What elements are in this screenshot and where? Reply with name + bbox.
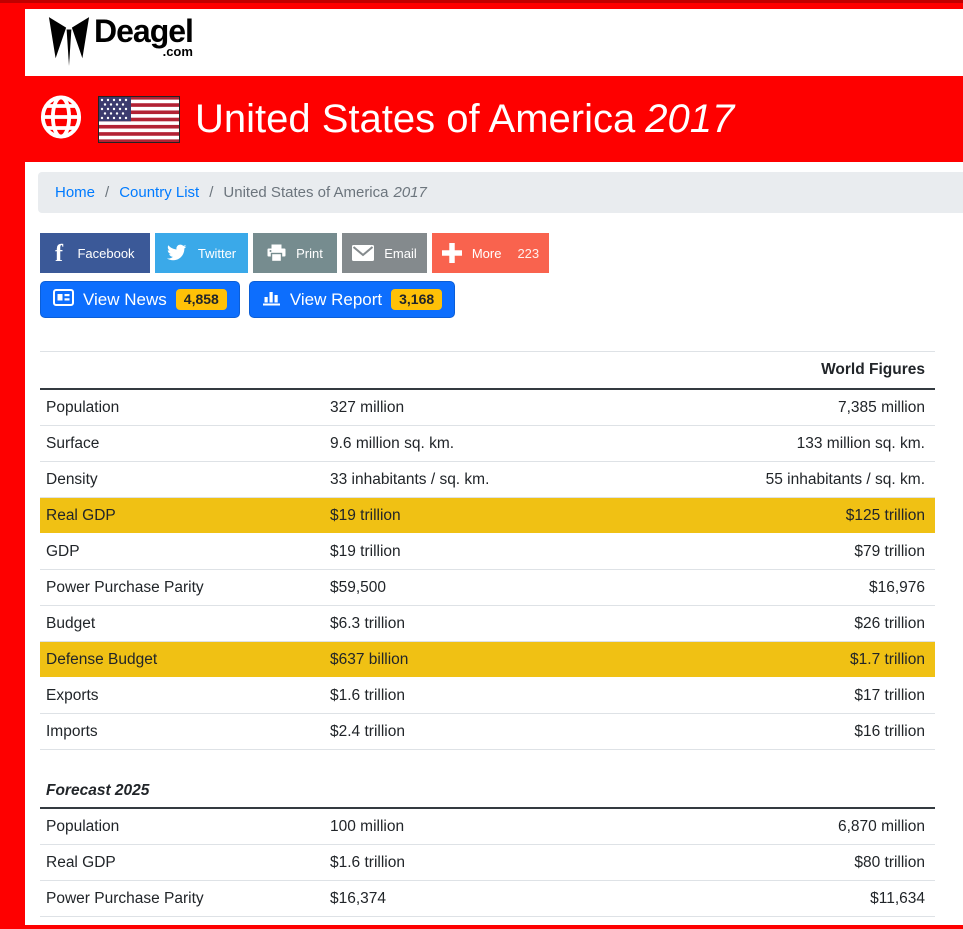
bottom-red-strip: [0, 925, 963, 929]
table-row: GDP $19 trillion $79 trillion: [40, 534, 935, 570]
deagel-trident-icon: [47, 16, 91, 71]
view-report-button[interactable]: View Report 3,168: [248, 281, 456, 318]
print-share-button[interactable]: Print: [253, 233, 337, 273]
forecast-table: Population 100 million 6,870 million Real …: [40, 809, 935, 929]
globe-icon: [40, 94, 82, 145]
table-header-row: World Figures: [40, 351, 935, 390]
world-figures-header: World Figures: [821, 361, 925, 378]
facebook-share-button[interactable]: f Facebook: [40, 233, 150, 273]
logo-band: Deagel .com: [25, 9, 963, 76]
twitter-icon: [166, 244, 188, 262]
newspaper-icon: [53, 288, 74, 311]
report-count-badge: 3,168: [391, 288, 443, 311]
table-row: Population 100 million 6,870 million: [40, 809, 935, 845]
forecast-section-title: Forecast 2025: [40, 774, 935, 809]
table-row: Density 33 inhabitants / sq. km. 55 inhabi…: [40, 462, 935, 498]
facebook-icon: f: [55, 242, 67, 264]
breadcrumb-separator: /: [209, 184, 214, 201]
breadcrumb: Home / Country List / United States of A…: [38, 172, 963, 213]
table-row: Imports $2.4 trillion $16 trillion: [40, 714, 935, 750]
breadcrumb-country-list-link[interactable]: Country List: [119, 184, 200, 201]
table-row: Population 327 million 7,385 million: [40, 390, 935, 426]
plus-icon: [441, 243, 462, 263]
table-row: Power Purchase Parity $16,374 $11,634: [40, 881, 935, 917]
table-row: Surface 9.6 million sq. km. 133 million sq…: [40, 426, 935, 462]
more-share-button[interactable]: More 223: [432, 233, 549, 273]
svg-text:f: f: [55, 242, 64, 264]
page-title-year: 2017: [645, 96, 735, 141]
logo-brand-text: Deagel: [94, 13, 194, 49]
table-row-highlighted: Real GDP $19 trillion $125 trillion: [40, 498, 935, 534]
top-red-strip: [0, 0, 963, 9]
logo-tld-text: .com: [162, 44, 193, 59]
table-row: Real GDP $1.6 trillion $80 trillion: [40, 845, 935, 881]
email-share-button[interactable]: Email: [342, 233, 427, 273]
table-row: Exports $1.6 trillion $17 trillion: [40, 678, 935, 714]
view-news-button[interactable]: View News 4,858: [40, 281, 240, 318]
breadcrumb-home-link[interactable]: Home: [55, 184, 96, 201]
deagel-logo[interactable]: Deagel .com: [47, 13, 194, 71]
breadcrumb-separator: /: [105, 184, 110, 201]
action-button-row: View News 4,858 View Report 3,168: [40, 281, 963, 318]
left-red-strip: [0, 0, 25, 929]
share-count: 223: [517, 245, 540, 261]
country-stats-table: World Figures Population 327 million 7,385…: [40, 351, 935, 750]
envelope-icon: [352, 245, 375, 261]
us-flag-icon: [98, 95, 180, 143]
country-header: United States of America 2017: [25, 76, 963, 162]
page-title: United States of America 2017: [195, 96, 735, 141]
bar-chart-icon: [262, 289, 281, 311]
twitter-share-button[interactable]: Twitter: [155, 233, 248, 273]
table-row: Power Purchase Parity $59,500 $16,976: [40, 570, 935, 606]
table-row-highlighted: Defense Budget $637 billion $1.7 trillion: [40, 642, 935, 678]
table-row: Budget $6.3 trillion $26 trillion: [40, 606, 935, 642]
breadcrumb-current: United States of America 2017: [223, 184, 427, 201]
printer-icon: [267, 244, 286, 262]
share-button-row: f Facebook Twitter: [40, 233, 963, 273]
news-count-badge: 4,858: [175, 288, 227, 311]
